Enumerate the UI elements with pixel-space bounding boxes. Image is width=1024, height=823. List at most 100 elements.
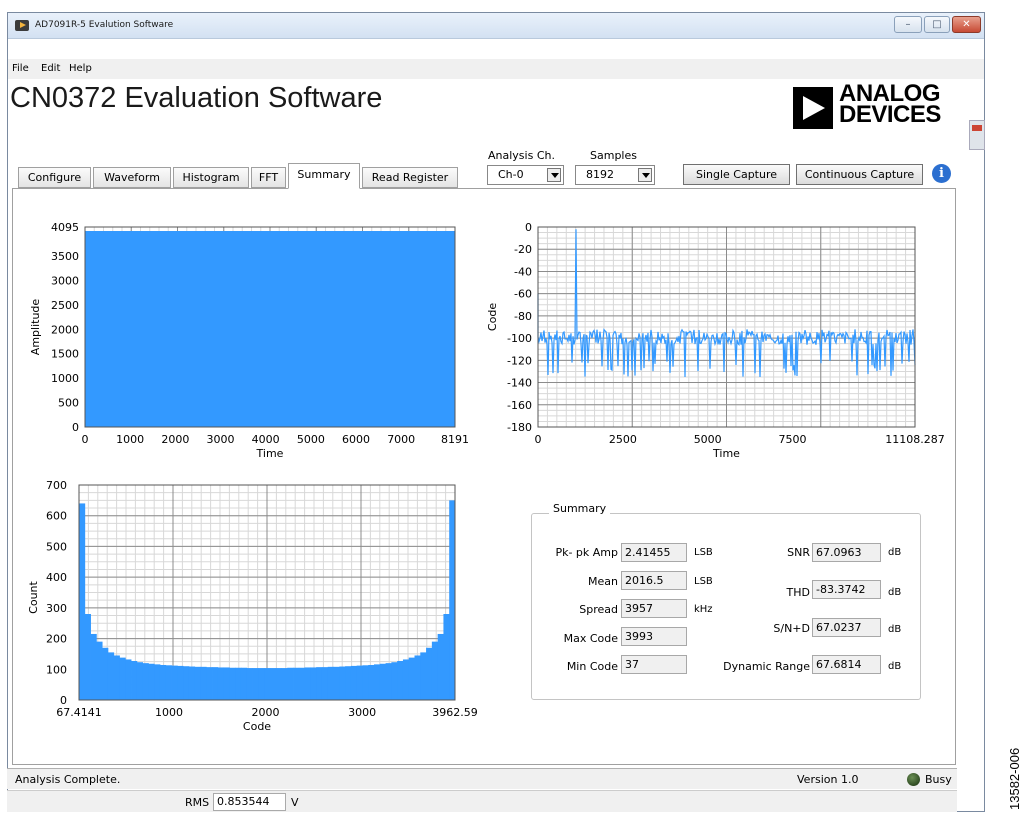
y-tick-label: 2000 — [51, 323, 79, 336]
tab-summary[interactable]: Summary — [288, 163, 360, 189]
histogram-bar — [159, 664, 167, 700]
x-tick-label: 3000 — [207, 433, 235, 446]
x-tick-label: 11108.287 — [885, 433, 945, 446]
menu-edit[interactable]: Edit — [41, 63, 61, 74]
menu-file[interactable]: File — [12, 63, 29, 74]
histogram-bar — [269, 668, 277, 700]
y-tick-label: 3500 — [51, 250, 79, 263]
rms-value: 0.853544 — [213, 793, 286, 811]
mean-label: Mean — [588, 575, 618, 588]
mean-unit: LSB — [694, 576, 713, 587]
histogram-bar — [298, 667, 305, 700]
snr-value: 67.0963 — [812, 543, 881, 562]
tab-waveform[interactable]: Waveform — [93, 167, 171, 188]
close-button[interactable]: ✕ — [952, 16, 981, 33]
x-tick-label: 2500 — [609, 433, 637, 446]
logo-text: ANALOG DEVICES — [839, 80, 941, 128]
chevron-down-icon[interactable] — [638, 168, 652, 182]
histogram-bar — [275, 668, 282, 700]
histogram-bar — [264, 668, 271, 700]
histogram-bar — [402, 659, 410, 700]
x-tick-label: 4000 — [252, 433, 280, 446]
x-axis-label: Time — [712, 447, 740, 460]
tab-histogram[interactable]: Histogram — [173, 167, 249, 188]
analog-devices-logo: ANALOG DEVICES — [787, 75, 947, 135]
max-code-value: 3993 — [621, 627, 687, 646]
spread-label: Spread — [579, 603, 618, 616]
tab-read-register[interactable]: Read Register — [362, 167, 458, 188]
thd-value: -83.3742 — [812, 580, 881, 599]
x-tick-label: 3962.59 — [432, 706, 478, 719]
y-tick-label: 2500 — [51, 299, 79, 312]
minimize-button[interactable]: – — [894, 16, 922, 33]
waveform-area — [85, 231, 455, 427]
maximize-button[interactable]: □ — [924, 16, 950, 33]
rms-label: RMS — [185, 796, 210, 809]
y-tick-label: 0 — [525, 221, 532, 234]
y-tick-label: 3000 — [51, 274, 79, 287]
x-tick-label: 3000 — [348, 706, 376, 719]
samples-select[interactable]: 8192 — [575, 165, 655, 185]
y-tick-label: 600 — [46, 510, 67, 523]
x-tick-label: 7500 — [779, 433, 807, 446]
spread-value: 3957 — [621, 599, 687, 618]
tab-fft[interactable]: FFT — [251, 167, 286, 188]
app-title: CN0372 Evaluation Software — [10, 82, 383, 114]
histogram-bar — [431, 641, 439, 700]
histogram-bar — [304, 667, 311, 700]
histogram-bar — [258, 668, 265, 700]
summary-group — [531, 513, 921, 700]
summary-title: Summary — [549, 502, 611, 515]
y-tick-label: 400 — [46, 571, 67, 584]
y-tick-label: -100 — [507, 332, 532, 345]
busy-led-icon — [907, 773, 920, 786]
continuous-capture-button[interactable]: Continuous Capture — [796, 164, 923, 185]
sn-d-label: S/N+D — [773, 622, 810, 635]
histogram-bar — [350, 665, 358, 700]
x-tick-label: 5000 — [694, 433, 722, 446]
side-app-icon[interactable] — [969, 120, 985, 150]
sn-d-value: 67.0237 — [812, 618, 881, 637]
app-icon — [15, 20, 29, 31]
histogram-bar — [223, 667, 230, 700]
histogram-bar — [391, 662, 398, 700]
y-tick-label: 1500 — [51, 348, 79, 361]
histogram-bar — [246, 668, 253, 700]
histogram-bar — [113, 655, 120, 700]
logo-triangle-icon — [793, 87, 833, 129]
x-tick-label: 0 — [82, 433, 89, 446]
single-capture-button[interactable]: Single Capture — [683, 164, 790, 185]
menu-bar: File Edit Help — [8, 59, 984, 79]
menu-help[interactable]: Help — [69, 63, 92, 74]
title-bar[interactable]: AD7091R-5 Evalution Software – □ ✕ — [8, 13, 984, 39]
histogram-bar — [426, 647, 433, 700]
histogram-bar — [385, 663, 392, 700]
chevron-down-icon[interactable] — [547, 168, 561, 182]
histogram-bar — [136, 662, 144, 700]
dynamic-range-label: Dynamic Range — [723, 660, 810, 673]
figure-id: 13582-006 — [1007, 747, 1022, 810]
y-tick-label: 4095 — [51, 221, 79, 234]
y-tick-label: 200 — [46, 633, 67, 646]
dynamic-range-unit: dB — [888, 661, 902, 672]
x-tick-label: 67.4141 — [56, 706, 102, 719]
plot-border — [537, 226, 916, 428]
histogram-bar — [449, 500, 456, 700]
y-tick-label: -120 — [507, 354, 532, 367]
histogram-bar — [177, 665, 184, 700]
histogram-bar — [362, 665, 369, 700]
plot-border — [78, 484, 456, 701]
histogram-bar — [414, 655, 421, 700]
tab-configure[interactable]: Configure — [18, 167, 91, 188]
histogram-bar — [321, 667, 329, 700]
x-tick-label: 2000 — [252, 706, 280, 719]
analysis-ch-select[interactable]: Ch-0 — [487, 165, 564, 185]
info-icon[interactable]: i — [932, 164, 951, 183]
y-tick-label: -80 — [514, 310, 532, 323]
x-tick-label: 8191 — [441, 433, 469, 446]
histogram-bar — [316, 667, 323, 700]
y-tick-label: 100 — [46, 663, 67, 676]
histogram-bar — [102, 647, 109, 700]
pk-pk-amp-value: 2.41455 — [621, 543, 687, 562]
thd-unit: dB — [888, 587, 902, 598]
